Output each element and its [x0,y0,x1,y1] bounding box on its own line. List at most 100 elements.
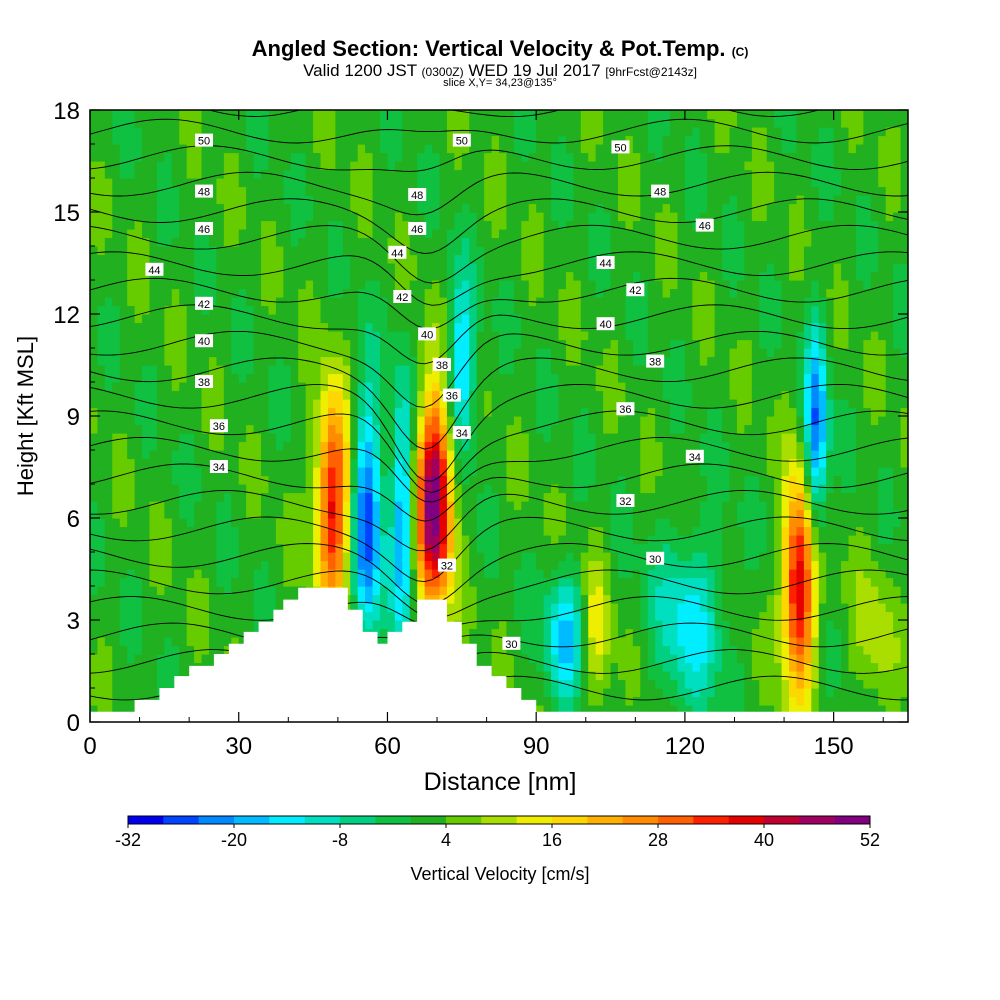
heat-cell [528,620,537,630]
heat-cell [372,288,381,298]
heat-cell [156,288,165,298]
heat-cell [380,144,389,154]
heat-cell [142,611,151,621]
heat-cell [313,433,322,443]
heat-cell [335,254,344,264]
heat-cell [476,263,485,273]
heat-cell [417,424,426,434]
heat-cell [573,603,582,613]
heat-cell [439,110,448,120]
heat-cell [90,339,99,349]
heat-cell [231,416,240,426]
heat-cell [380,127,389,137]
heat-cell [536,620,545,630]
heat-cell [194,416,203,426]
heat-cell [149,212,158,222]
heat-cell [432,577,441,587]
heat-cell [305,399,314,409]
heat-cell [588,110,597,120]
heat-cell [268,450,277,460]
heat-cell [223,161,232,171]
heat-cell [119,161,128,171]
heat-cell [536,603,545,613]
heat-cell [208,628,218,638]
heat-cell [179,654,188,664]
heat-cell [394,467,403,477]
heat-cell [573,135,582,145]
heat-cell [588,297,597,307]
heat-cell [179,416,188,426]
heat-cell [238,467,247,477]
heat-cell [238,416,247,426]
heat-cell [365,229,374,239]
heat-cell [156,399,165,409]
heat-cell [499,271,508,281]
heat-cell [179,322,188,332]
heat-cell [246,169,255,179]
heat-cell [394,135,403,145]
heat-cell [104,144,113,154]
heat-cell [268,390,277,400]
heat-cell [275,416,284,426]
heat-cell [275,280,284,290]
heat-cell [484,212,493,222]
heat-cell [424,586,433,596]
heat-cell [491,535,500,545]
heat-cell [298,399,307,409]
heat-cell [268,229,277,239]
heat-cell [521,492,530,502]
heat-cell [320,127,329,137]
heat-cell [142,331,151,341]
heat-cell [216,628,225,638]
heat-cell [283,484,292,494]
heat-cell [558,169,567,179]
heat-cell [446,212,455,222]
heat-cell [513,322,522,332]
heat-cell [253,475,262,485]
heat-cell [298,203,307,213]
heat-cell [484,237,493,247]
heat-cell [112,526,121,536]
heat-cell [149,662,158,672]
heat-cell [365,399,374,409]
heat-cell [238,594,247,604]
heat-cell [513,501,522,511]
heat-cell [290,356,299,366]
heat-cell [283,144,292,154]
heat-cell [238,203,247,213]
heat-cell [558,305,567,315]
heat-cell [223,543,232,553]
heat-cell [208,254,218,264]
heat-cell [261,263,270,273]
heat-cell [231,271,240,281]
heat-cell [283,169,292,179]
heat-cell [290,475,299,485]
heat-cell [97,144,106,154]
heat-cell [424,543,433,553]
heat-cell [461,288,470,298]
heat-cell [134,186,143,196]
heat-cell [283,475,292,485]
heat-cell [90,110,99,120]
heat-cell [446,186,455,196]
heat-cell [216,169,225,179]
heat-cell [603,603,612,613]
heat-cell [558,348,567,358]
heat-cell [603,679,612,689]
heat-cell [365,484,374,494]
heat-cell [424,305,433,315]
heat-cell [573,288,582,298]
heat-cell [409,560,418,570]
heat-cell [134,348,143,358]
heat-cell [432,450,441,460]
heat-cell [484,127,493,137]
heat-cell [156,543,165,553]
heat-cell [439,212,448,222]
heat-cell [216,450,225,460]
heat-cell [536,552,545,562]
heat-cell [261,560,270,570]
heat-cell [484,501,493,511]
heat-cell [469,135,478,145]
heat-cell [231,569,240,579]
